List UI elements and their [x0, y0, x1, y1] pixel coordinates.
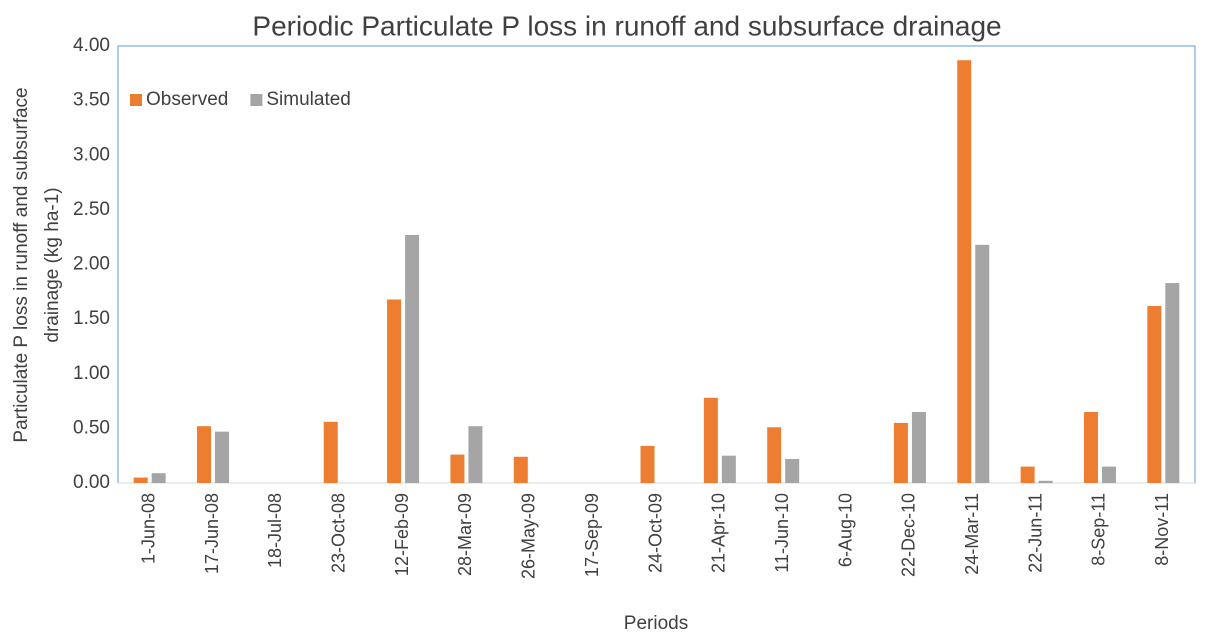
x-tick-label: 28-Mar-09	[455, 493, 475, 576]
x-tick-label: 23-Oct-08	[328, 493, 348, 573]
x-tick-label: 22-Dec-10	[899, 493, 919, 577]
x-tick-label: 8-Nov-11	[1152, 493, 1172, 566]
bar	[893, 422, 908, 483]
y-tick-label: 2.50	[73, 199, 110, 220]
legend-swatch	[130, 94, 142, 106]
legend-swatch	[250, 94, 263, 106]
plot-border	[117, 45, 1196, 484]
bar	[468, 426, 483, 483]
bar	[1020, 466, 1035, 483]
y-tick-label: 1.50	[73, 308, 110, 329]
y-axis-label: drainage (kg ha-1)	[42, 187, 63, 342]
x-tick-label: 17-Jun-08	[202, 493, 222, 574]
x-tick-label: 8-Sep-11	[1089, 493, 1109, 566]
bar	[1165, 283, 1180, 483]
bar	[513, 456, 528, 483]
x-tick-label: 12-Feb-09	[392, 493, 412, 576]
bar	[323, 421, 338, 483]
y-tick-label: 3.50	[73, 90, 110, 111]
bar	[215, 431, 230, 483]
bar	[450, 454, 465, 483]
bar	[911, 411, 926, 483]
bar	[785, 458, 800, 483]
bar	[405, 235, 420, 483]
y-tick-label: 3.00	[73, 144, 110, 165]
bar	[1101, 466, 1116, 483]
x-tick-label: 6-Aug-10	[835, 493, 855, 567]
x-tick-label: 24-Oct-09	[645, 493, 665, 573]
y-tick-label: 1.00	[73, 363, 110, 384]
x-tick-label: 11-Jun-10	[772, 493, 792, 573]
bar	[975, 244, 990, 483]
bar	[197, 426, 212, 483]
y-tick-label: 0.50	[73, 417, 110, 438]
bar	[133, 477, 148, 483]
bar	[767, 427, 782, 483]
bar	[1083, 411, 1098, 483]
x-tick-label: 21-Apr-10	[709, 493, 729, 573]
x-tick-label: 22-Jun-11	[1025, 493, 1045, 573]
y-tick-label: 2.00	[73, 254, 110, 275]
bar	[1147, 306, 1162, 483]
x-tick-label: 24-Mar-11	[962, 493, 982, 575]
y-tick-label: 4.00	[73, 35, 110, 56]
x-axis-label: Periods	[624, 613, 688, 634]
x-tick-label: 26-May-09	[519, 493, 539, 579]
bar	[640, 445, 655, 483]
bar	[957, 60, 972, 483]
bar	[721, 455, 736, 483]
bar	[387, 299, 402, 483]
x-tick-label: 18-Jul-08	[265, 493, 285, 568]
y-axis-label: Particulate P loss in runoff and subsurf…	[11, 87, 32, 442]
legend-label: Observed	[146, 89, 228, 110]
x-tick-label: 17-Sep-09	[582, 493, 602, 577]
bar	[1038, 480, 1053, 483]
bar	[703, 397, 718, 483]
x-tick-label: 1-Jun-08	[138, 493, 158, 564]
bar	[151, 473, 166, 483]
legend-label: Simulated	[266, 89, 351, 110]
y-tick-label: 0.00	[73, 472, 110, 493]
chart-title: Periodic Particulate P loss in runoff an…	[252, 10, 1001, 41]
